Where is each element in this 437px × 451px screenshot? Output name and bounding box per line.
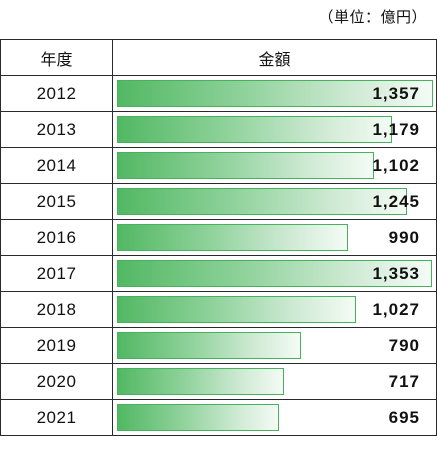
unit-label: （単位：億円）	[318, 8, 427, 26]
bar-2017	[117, 260, 432, 287]
year-cell: 2021	[0, 399, 113, 436]
table-row: 2019 790	[0, 327, 437, 364]
bar-2020	[117, 368, 284, 395]
value-label-2020: 717	[388, 372, 420, 391]
value-label-2015: 1,245	[372, 192, 420, 211]
bar-2015	[117, 188, 407, 215]
year-cell: 2018	[0, 291, 113, 328]
value-label-2021: 695	[388, 408, 420, 427]
year-cell: 2017	[0, 255, 113, 292]
amount-cell: 1,179	[112, 111, 437, 148]
bar-2018	[117, 296, 356, 323]
amount-cell: 790	[112, 327, 437, 364]
table-row: 2015 1,245	[0, 183, 437, 220]
amount-cell: 1,353	[112, 255, 437, 292]
amount-cell: 1,102	[112, 147, 437, 184]
table-row: 2017 1,353	[0, 255, 437, 292]
value-label-2019: 790	[388, 336, 420, 355]
value-label-2014: 1,102	[372, 156, 420, 175]
year-cell: 2020	[0, 363, 113, 400]
value-label-2017: 1,353	[372, 264, 420, 283]
amount-cell: 1,357	[112, 75, 437, 112]
bar-2013	[117, 116, 392, 143]
year-cell: 2019	[0, 327, 113, 364]
data-table: 年度 金額 2012 1,357 2013 1,179 2014 1,102 2015 1,2…	[0, 39, 437, 436]
table-body: 2012 1,357 2013 1,179 2014 1,102 2015 1,245 2016…	[0, 75, 437, 436]
table-row: 2020 717	[0, 363, 437, 400]
bar-2014	[117, 152, 374, 179]
amount-cell: 990	[112, 219, 437, 256]
amount-cell: 1,245	[112, 183, 437, 220]
value-label-2013: 1,179	[372, 120, 420, 139]
value-label-2016: 990	[388, 228, 420, 247]
table-row: 2012 1,357	[0, 75, 437, 112]
data-table-wrapper: 年度 金額 2012 1,357 2013 1,179 2014 1,102 2015 1,2…	[0, 39, 437, 450]
header-amount: 金額	[112, 39, 437, 76]
bar-2019	[117, 332, 301, 359]
year-cell: 2012	[0, 75, 113, 112]
amount-cell: 717	[112, 363, 437, 400]
bar-2016	[117, 224, 348, 251]
year-cell: 2013	[0, 111, 113, 148]
table-row: 2014 1,102	[0, 147, 437, 184]
value-label-2012: 1,357	[372, 84, 420, 103]
table-row: 2013 1,179	[0, 111, 437, 148]
year-cell: 2015	[0, 183, 113, 220]
value-label-2018: 1,027	[372, 300, 420, 319]
year-cell: 2016	[0, 219, 113, 256]
bar-2012	[117, 80, 433, 107]
table-row: 2018 1,027	[0, 291, 437, 328]
table-row: 2016 990	[0, 219, 437, 256]
table-row: 2021 695	[0, 399, 437, 436]
year-cell: 2014	[0, 147, 113, 184]
amount-cell: 695	[112, 399, 437, 436]
header-row: 年度 金額	[0, 39, 437, 76]
amount-cell: 1,027	[112, 291, 437, 328]
bar-2021	[117, 404, 279, 431]
header-year: 年度	[0, 39, 113, 76]
